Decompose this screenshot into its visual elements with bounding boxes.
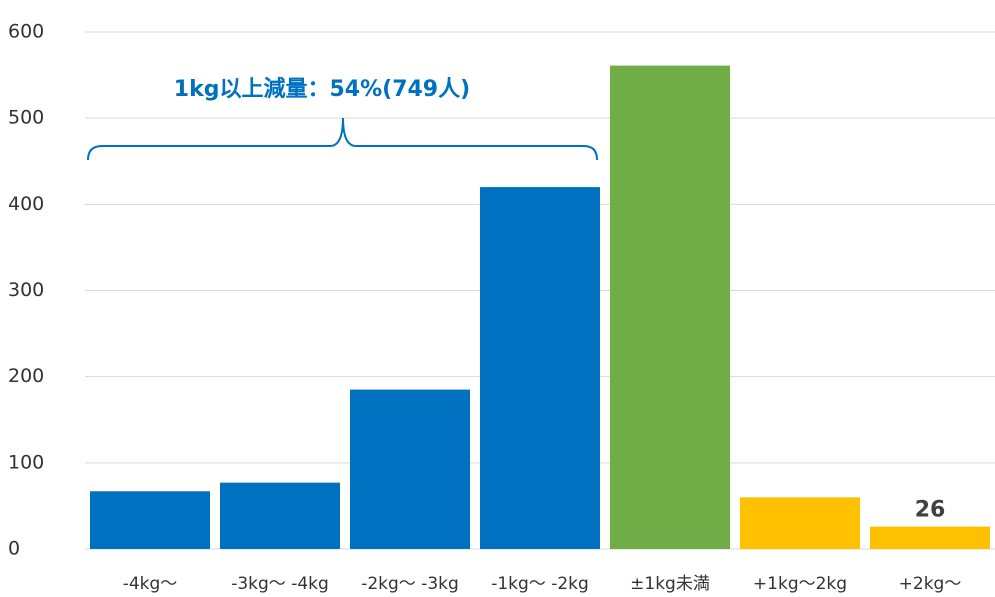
y-tick-label: 200: [8, 365, 44, 387]
y-tick-label: 400: [8, 193, 44, 215]
y-tick-label: 600: [8, 21, 44, 43]
y-tick-label: 500: [8, 107, 44, 129]
x-tick-label: -4kg～: [123, 574, 178, 594]
x-tick-label: -3kg～ -4kg: [231, 574, 329, 594]
bar: [90, 491, 210, 549]
x-tick-label: -1kg～ -2kg: [491, 574, 589, 594]
bar: [870, 526, 990, 549]
y-tick-label: 0: [8, 538, 20, 560]
bar: [740, 497, 860, 549]
brace: [87, 117, 598, 161]
bar: [480, 187, 600, 549]
x-tick-label: +1kg～2kg: [753, 574, 847, 594]
x-tick-label: -2kg～ -3kg: [361, 574, 459, 594]
annotation: 1kg以上減量：54%(749人): [174, 77, 470, 102]
x-tick-label: +2kg～: [899, 574, 962, 594]
bar: [610, 65, 730, 549]
x-tick-label: ±1kg未満: [630, 574, 710, 594]
value-label: 26: [915, 498, 946, 523]
y-tick-label: 300: [8, 279, 44, 301]
y-tick-label: 100: [8, 451, 44, 473]
bar: [350, 389, 470, 549]
bar: [220, 482, 340, 549]
